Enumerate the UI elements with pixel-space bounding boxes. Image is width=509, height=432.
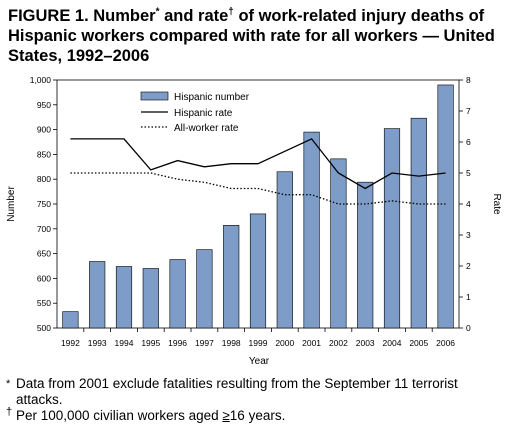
bar bbox=[357, 181, 374, 329]
footnote-1-text: Data from 2001 exclude fatalities result… bbox=[16, 376, 458, 407]
y-tick-label-right: 5 bbox=[466, 168, 471, 178]
bar bbox=[437, 84, 454, 329]
y-tick-label-left: 850 bbox=[37, 149, 51, 159]
bar bbox=[89, 261, 106, 329]
legend-label-hispanic-number: Hispanic number bbox=[174, 92, 250, 103]
x-tick-label: 1998 bbox=[222, 338, 241, 348]
y-tick-label-right: 4 bbox=[466, 199, 471, 209]
x-tick-label: 1999 bbox=[249, 338, 268, 348]
footnotes: * Data from 2001 exclude fatalities resu… bbox=[6, 376, 502, 424]
x-tick-label: 2000 bbox=[275, 338, 294, 348]
x-tick-label: 1994 bbox=[115, 338, 134, 348]
y-tick-label-left: 650 bbox=[37, 249, 51, 259]
footnote-1-mark: * bbox=[6, 378, 11, 390]
y-tick-label-left: 550 bbox=[37, 298, 51, 308]
bar-series bbox=[62, 84, 454, 329]
x-tick-label: 2001 bbox=[302, 338, 321, 348]
footnote-2: † Per 100,000 civilian workers aged ≥16 … bbox=[6, 406, 502, 424]
y-axis-title-left: Number bbox=[6, 186, 17, 222]
bar bbox=[330, 158, 347, 329]
line-series bbox=[70, 138, 446, 205]
bar bbox=[303, 131, 320, 329]
bar bbox=[142, 268, 159, 329]
y-tick-label-right: 0 bbox=[466, 323, 471, 333]
x-tick-label: 1995 bbox=[141, 338, 160, 348]
y-tick-label-left: 1,000 bbox=[30, 75, 52, 85]
bar bbox=[383, 128, 401, 329]
line-hispanic-rate bbox=[70, 138, 446, 190]
x-tick-label: 2002 bbox=[329, 338, 348, 348]
y-tick-label-left: 700 bbox=[37, 224, 51, 234]
line-all-worker-rate bbox=[70, 172, 446, 205]
bar bbox=[169, 259, 186, 329]
bar bbox=[62, 311, 79, 329]
x-tick-label: 2004 bbox=[383, 338, 402, 348]
x-axis-title: Year bbox=[249, 356, 270, 367]
footnote-2-mark: † bbox=[6, 406, 13, 418]
footnote-1: * Data from 2001 exclude fatalities resu… bbox=[6, 376, 502, 408]
y-tick-label-left: 600 bbox=[37, 273, 51, 283]
legend-label-hispanic-rate: Hispanic rate bbox=[174, 108, 233, 119]
legend-label-all-worker-rate: All-worker rate bbox=[174, 123, 239, 134]
bar bbox=[115, 266, 133, 329]
bar bbox=[276, 171, 293, 329]
x-tick-label: 2006 bbox=[436, 338, 455, 348]
bar bbox=[223, 225, 240, 329]
x-tick-label: 1993 bbox=[88, 338, 107, 348]
y-tick-label-left: 500 bbox=[37, 323, 51, 333]
x-tick-label: 1997 bbox=[195, 338, 214, 348]
y-axis-title-right: Rate bbox=[491, 193, 502, 215]
y-tick-label-right: 7 bbox=[466, 106, 471, 116]
y-tick-label-left: 900 bbox=[37, 125, 51, 135]
y-tick-label-left: 800 bbox=[37, 174, 51, 184]
figure-title: FIGURE 1. Number* and rate† of work-rela… bbox=[8, 6, 495, 65]
x-tick-label: 1996 bbox=[168, 338, 187, 348]
y-tick-label-right: 1 bbox=[466, 292, 471, 302]
bar bbox=[249, 213, 267, 329]
x-tick-label: 2003 bbox=[356, 338, 375, 348]
y-tick-label-right: 6 bbox=[466, 137, 471, 147]
x-tick-label: 2005 bbox=[409, 338, 428, 348]
y-tick-label-right: 2 bbox=[466, 261, 471, 271]
legend: Hispanic number Hispanic rate All-worker… bbox=[140, 91, 250, 134]
x-tick-label: 1992 bbox=[61, 338, 80, 348]
bar bbox=[196, 249, 213, 329]
y-tick-label-right: 3 bbox=[466, 230, 471, 240]
legend-swatch-hispanic-number bbox=[140, 91, 169, 101]
footnote-2-text: Per 100,000 civilian workers aged ≥16 ye… bbox=[16, 408, 286, 423]
chart: 500 550 600 650 700 750 800 850 900 950 1,000 0 1 2 3 4… bbox=[6, 75, 502, 367]
y-tick-label-right: 8 bbox=[466, 75, 471, 85]
bar bbox=[410, 117, 427, 329]
y-tick-label-left: 750 bbox=[37, 199, 51, 209]
y-tick-label-left: 950 bbox=[37, 100, 51, 110]
